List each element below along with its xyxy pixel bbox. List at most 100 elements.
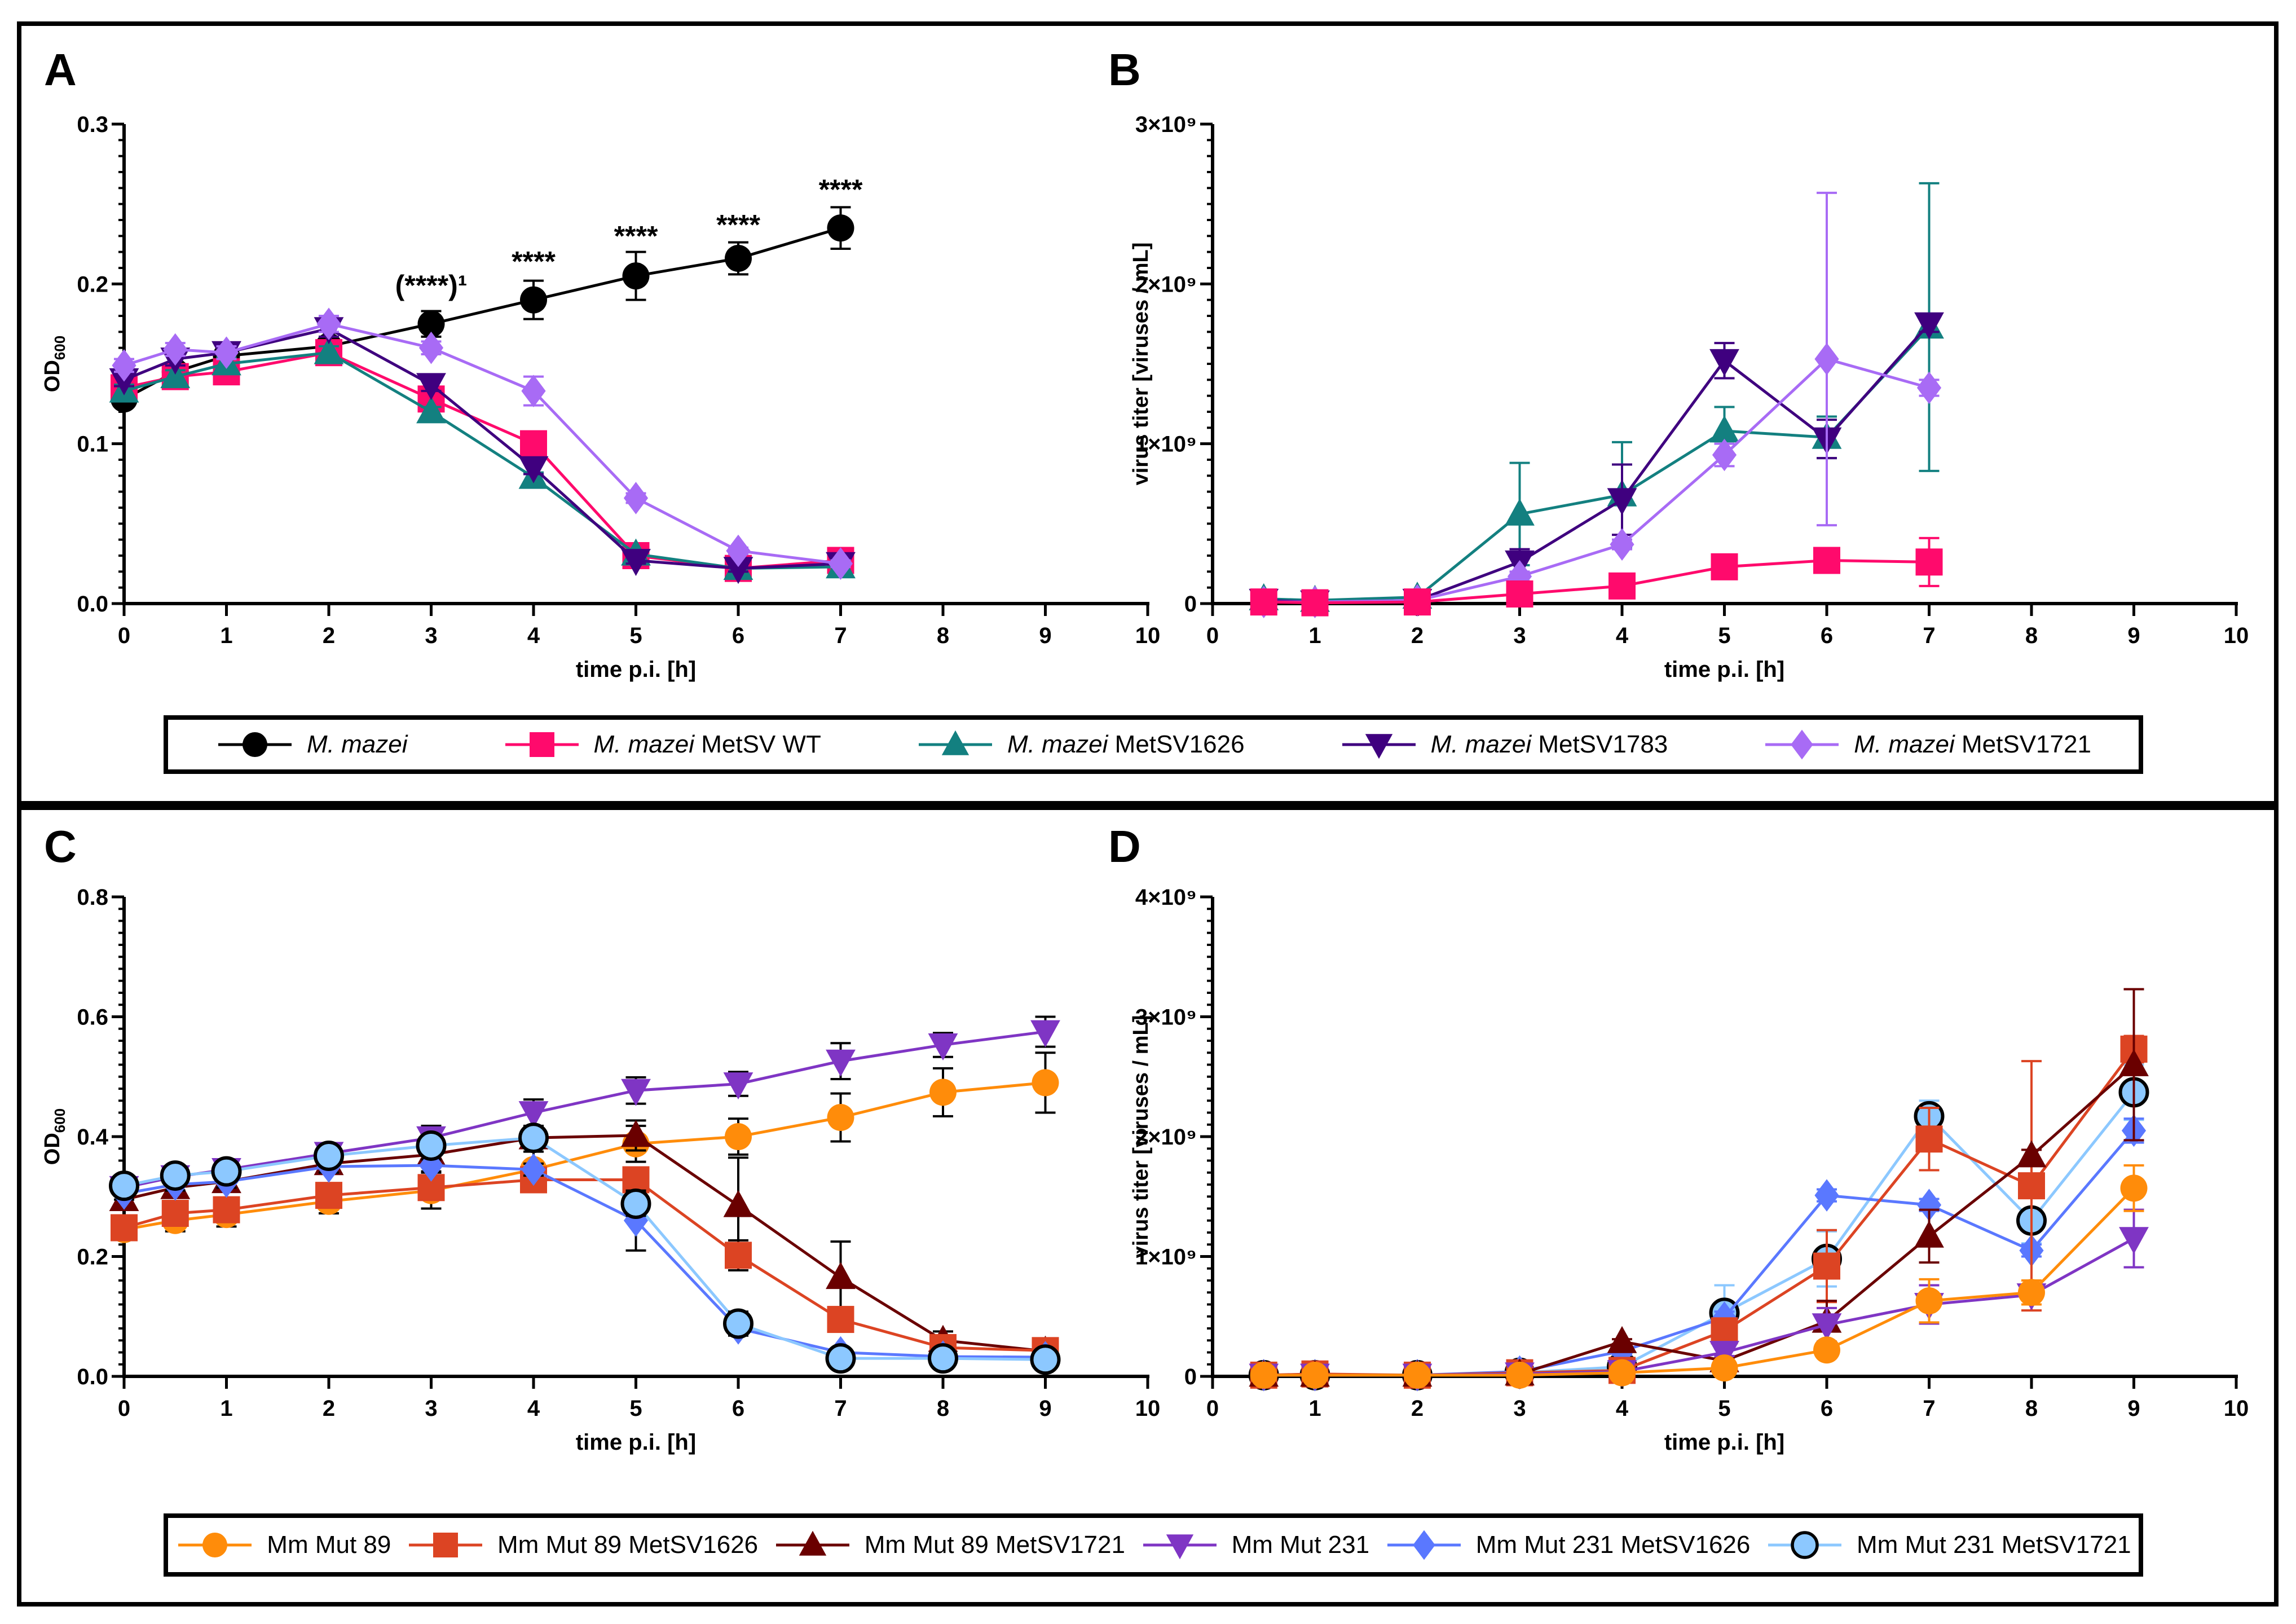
data-point <box>929 1079 957 1106</box>
legend-marker <box>243 732 268 757</box>
data-point <box>109 1170 139 1202</box>
data-point <box>1607 488 1637 516</box>
x-tick-label: 2 <box>1411 1396 1424 1421</box>
legend-marker <box>1412 1530 1435 1560</box>
data-point <box>621 549 651 576</box>
data-point <box>1709 415 1739 443</box>
legend-item: Mm Mut 89 MetSV1721 <box>773 1528 1125 1562</box>
data-point <box>1709 349 1739 376</box>
axes: 0 1 2 3 4 5 6 7 8 9 10 0.0 0.2 0.4 0.6 0.8 time p.i. [h]… <box>41 885 1160 1455</box>
legend-top: M. mazei M. mazei MetSV WT M. mazei MetSV1… <box>164 715 2143 774</box>
x-tick-label: 10 <box>2224 1396 2249 1421</box>
significance-annotation: (****)¹ <box>395 270 468 301</box>
data-point <box>1813 1252 1840 1280</box>
axes: 0 1 2 3 4 5 6 7 8 9 10 0 1×10⁹ 2×10⁹ 3×10⁹ time p.i. [h… <box>1129 112 2249 682</box>
y-tick-label: 3×10⁹ <box>1135 112 1197 137</box>
panel-label-d: D <box>1108 821 1141 872</box>
legend-marker <box>799 1530 826 1556</box>
y-tick-label: 4×10⁹ <box>1135 885 1197 910</box>
significance-annotation: **** <box>716 209 760 241</box>
x-tick-label: 1 <box>220 623 232 648</box>
legend-bottom: Mm Mut 89 Mm Mut 89 MetSV1626 Mm Mut 89 Me… <box>164 1513 2143 1577</box>
data-point <box>521 375 546 407</box>
data-point <box>723 1308 753 1339</box>
y-tick-label: 2×10⁹ <box>1135 272 1197 297</box>
x-tick-label: 3 <box>425 623 437 648</box>
series-m-mazei-metsv-wt <box>1250 536 1943 617</box>
series-line <box>1263 1187 2135 1377</box>
triangle-marker-icon <box>775 1530 849 1556</box>
data-point <box>623 1204 649 1237</box>
chart-b-virus-titer: 0 1 2 3 4 5 6 7 8 9 10 0 1×10⁹ 2×10⁹ 3×10⁹ time p.i. [h… <box>1129 112 2249 682</box>
data-point <box>1711 1354 1738 1382</box>
x-tick-label: 9 <box>2127 623 2140 648</box>
data-point <box>1404 1361 1431 1389</box>
data-point <box>1813 547 1840 574</box>
data-point <box>1915 1287 1943 1315</box>
x-tick-label: 7 <box>1923 623 1935 648</box>
significance-annotation: **** <box>614 220 658 252</box>
data-point <box>826 1049 856 1077</box>
top-panel-frame <box>17 21 2279 806</box>
x-tick-label: 4 <box>527 1396 540 1421</box>
series-mm-mut-231 <box>109 1015 1060 1203</box>
data-point <box>2018 1172 2045 1200</box>
legend-item: Mm Mut 89 <box>175 1528 391 1562</box>
y-axis-label: OD600 <box>41 336 68 392</box>
data-point <box>1915 1125 1943 1153</box>
square-marker-icon <box>505 732 579 757</box>
legend-marker <box>202 1533 228 1557</box>
data-point <box>1915 548 1943 576</box>
data-point <box>163 333 188 366</box>
data-point <box>1301 1361 1329 1389</box>
legend-item: M. mazei MetSV1626 <box>916 728 1245 762</box>
x-axis-label: time p.i. [h] <box>576 1430 696 1455</box>
data-point <box>2119 1049 2149 1076</box>
legend-label: Mm Mut 89 MetSV1626 <box>497 1531 759 1559</box>
data-point <box>1608 572 1636 600</box>
diamond-marker-icon <box>1765 729 1839 760</box>
legend-item: Mm Mut 231 MetSV1721 <box>1765 1528 2131 1562</box>
data-point <box>1030 1020 1060 1048</box>
x-tick-label: 10 <box>1135 1396 1161 1421</box>
y-axis-label: virus titer [viruses / mL] <box>1129 1015 1153 1258</box>
data-point <box>111 1214 138 1242</box>
legend-marker <box>433 1533 458 1557</box>
x-tick-label: 0 <box>1206 1396 1219 1421</box>
data-point <box>1711 553 1738 580</box>
x-tick-label: 7 <box>1923 1396 1935 1421</box>
series-mm-mut-89 <box>111 1051 1059 1243</box>
x-tick-label: 2 <box>1411 623 1424 648</box>
data-point <box>1301 589 1329 617</box>
legend-item: Mm Mut 231 <box>1140 1528 1370 1562</box>
x-tick-label: 6 <box>1821 623 1833 648</box>
data-point <box>213 1196 240 1223</box>
legend-label: M. mazei MetSV1783 <box>1430 730 1668 758</box>
y-tick-label: 0.1 <box>77 432 108 457</box>
legend-marker <box>1791 1531 1819 1559</box>
legend-marker <box>1166 1534 1193 1560</box>
data-point <box>1711 1317 1738 1345</box>
series-line <box>124 1030 1046 1189</box>
x-tick-label: 3 <box>425 1396 437 1421</box>
data-point <box>623 482 649 514</box>
chart-a-od600: 0 1 2 3 4 5 6 7 8 9 10 0.0 0.1 0.2 0.3 time p.i. [h] OD6… <box>41 112 1160 682</box>
axes: 0 1 2 3 4 5 6 7 8 9 10 0 1×10⁹ 2×10⁹ 3×10⁹ 4×10⁹ time p.… <box>1129 885 2249 1455</box>
circle-outline-marker-icon <box>1768 1531 1841 1559</box>
data-point <box>827 1306 854 1333</box>
legend-label: Mm Mut 231 <box>1231 1531 1370 1559</box>
y-tick-label: 0 <box>1184 1365 1197 1389</box>
x-tick-label: 5 <box>1718 1396 1730 1421</box>
data-point <box>1507 560 1532 593</box>
data-point <box>826 1262 856 1289</box>
axes: 0 1 2 3 4 5 6 7 8 9 10 0.0 0.1 0.2 0.3 time p.i. [h] OD6… <box>41 112 1160 682</box>
data-point <box>723 1072 753 1100</box>
legend-item: Mm Mut 89 MetSV1626 <box>406 1528 758 1562</box>
x-tick-label: 10 <box>2224 623 2249 648</box>
data-point <box>726 534 751 567</box>
data-point <box>416 1130 447 1161</box>
panel-label-b: B <box>1108 45 1141 95</box>
panel-label-c: C <box>44 821 77 872</box>
data-point <box>2016 1140 2047 1168</box>
series-mm-mut-89-metsv1626 <box>1250 1035 2148 1389</box>
